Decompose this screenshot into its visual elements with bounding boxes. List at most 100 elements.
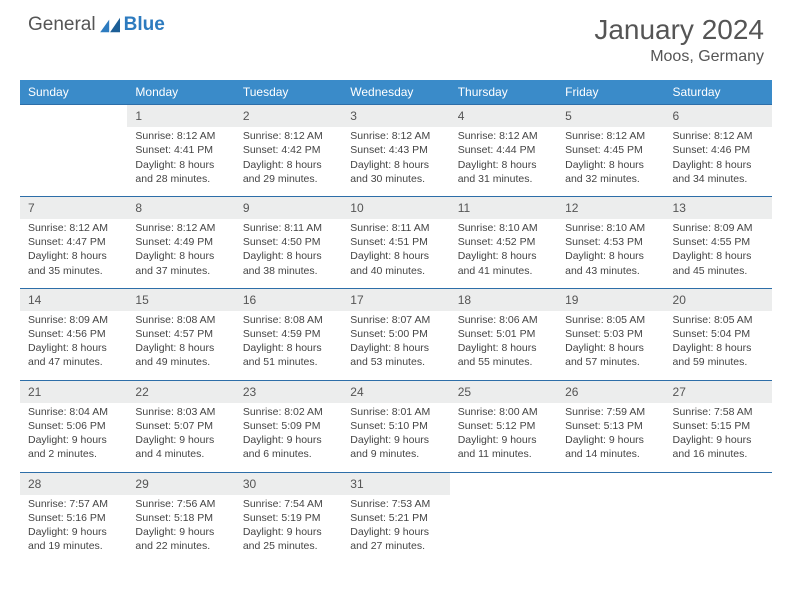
daynum: 1	[127, 105, 234, 127]
daycell: Sunrise: 7:54 AMSunset: 5:19 PMDaylight:…	[235, 495, 342, 564]
daylight-text-2: and 53 minutes.	[350, 355, 441, 369]
daycell-empty	[450, 495, 557, 553]
daycell: Sunrise: 8:10 AMSunset: 4:52 PMDaylight:…	[450, 219, 557, 288]
sunset-text: Sunset: 5:13 PM	[565, 419, 656, 433]
sunrise-text: Sunrise: 8:10 AM	[458, 221, 549, 235]
daylight-text-2: and 32 minutes.	[565, 172, 656, 186]
daynum: 20	[665, 289, 772, 311]
sunset-text: Sunset: 4:49 PM	[135, 235, 226, 249]
daylight-text-2: and 38 minutes.	[243, 264, 334, 278]
daylight-text-2: and 11 minutes.	[458, 447, 549, 461]
sunset-text: Sunset: 5:12 PM	[458, 419, 549, 433]
sunrise-text: Sunrise: 8:05 AM	[673, 313, 764, 327]
sunrise-text: Sunrise: 8:08 AM	[135, 313, 226, 327]
sunrise-text: Sunrise: 7:53 AM	[350, 497, 441, 511]
sunset-text: Sunset: 5:01 PM	[458, 327, 549, 341]
daylight-text-2: and 9 minutes.	[350, 447, 441, 461]
daylight-text-1: Daylight: 8 hours	[243, 341, 334, 355]
daynum: 26	[557, 381, 664, 403]
daynum: 31	[342, 473, 449, 495]
weekday-header: Wednesday	[342, 80, 449, 105]
daynum: 21	[20, 381, 127, 403]
daylight-text-2: and 6 minutes.	[243, 447, 334, 461]
daylight-text-2: and 51 minutes.	[243, 355, 334, 369]
daynum: 25	[450, 381, 557, 403]
daylight-text-1: Daylight: 8 hours	[350, 158, 441, 172]
daycell: Sunrise: 8:12 AMSunset: 4:46 PMDaylight:…	[665, 127, 772, 196]
daycell: Sunrise: 8:12 AMSunset: 4:43 PMDaylight:…	[342, 127, 449, 196]
daybody-row: Sunrise: 8:12 AMSunset: 4:47 PMDaylight:…	[20, 219, 772, 288]
sunrise-text: Sunrise: 8:10 AM	[565, 221, 656, 235]
sunset-text: Sunset: 5:15 PM	[673, 419, 764, 433]
daycell: Sunrise: 8:03 AMSunset: 5:07 PMDaylight:…	[127, 403, 234, 472]
logo-text-blue: Blue	[124, 14, 165, 36]
daynum: 17	[342, 289, 449, 311]
daynum: 14	[20, 289, 127, 311]
daynum: 6	[665, 105, 772, 127]
sunset-text: Sunset: 4:41 PM	[135, 143, 226, 157]
daylight-text-1: Daylight: 9 hours	[28, 433, 119, 447]
daylight-text-1: Daylight: 8 hours	[135, 249, 226, 263]
daylight-text-1: Daylight: 9 hours	[243, 433, 334, 447]
daynum-row: 123456	[20, 105, 772, 128]
daycell: Sunrise: 8:09 AMSunset: 4:56 PMDaylight:…	[20, 311, 127, 380]
sunrise-text: Sunrise: 8:12 AM	[135, 129, 226, 143]
sunrise-text: Sunrise: 8:12 AM	[350, 129, 441, 143]
sunrise-text: Sunrise: 8:12 AM	[673, 129, 764, 143]
sunrise-text: Sunrise: 7:56 AM	[135, 497, 226, 511]
daynum: 18	[450, 289, 557, 311]
daynum: 23	[235, 381, 342, 403]
sunrise-text: Sunrise: 7:57 AM	[28, 497, 119, 511]
daycell: Sunrise: 8:07 AMSunset: 5:00 PMDaylight:…	[342, 311, 449, 380]
daylight-text-1: Daylight: 8 hours	[565, 158, 656, 172]
sunset-text: Sunset: 5:06 PM	[28, 419, 119, 433]
daycell: Sunrise: 8:06 AMSunset: 5:01 PMDaylight:…	[450, 311, 557, 380]
daynum: 7	[20, 197, 127, 219]
daycell: Sunrise: 7:56 AMSunset: 5:18 PMDaylight:…	[127, 495, 234, 564]
sunrise-text: Sunrise: 8:11 AM	[243, 221, 334, 235]
weekday-header: Thursday	[450, 80, 557, 105]
daycell: Sunrise: 8:05 AMSunset: 5:03 PMDaylight:…	[557, 311, 664, 380]
sunset-text: Sunset: 4:44 PM	[458, 143, 549, 157]
sunset-text: Sunset: 4:55 PM	[673, 235, 764, 249]
daynum: 9	[235, 197, 342, 219]
daylight-text-2: and 45 minutes.	[673, 264, 764, 278]
daycell: Sunrise: 7:53 AMSunset: 5:21 PMDaylight:…	[342, 495, 449, 564]
sunset-text: Sunset: 4:59 PM	[243, 327, 334, 341]
sunset-text: Sunset: 5:16 PM	[28, 511, 119, 525]
daycell: Sunrise: 8:01 AMSunset: 5:10 PMDaylight:…	[342, 403, 449, 472]
daycell-empty	[557, 495, 664, 553]
sunrise-text: Sunrise: 8:05 AM	[565, 313, 656, 327]
daycell-empty	[20, 127, 127, 185]
sunrise-text: Sunrise: 8:12 AM	[28, 221, 119, 235]
sunrise-text: Sunrise: 8:09 AM	[673, 221, 764, 235]
daycell: Sunrise: 8:12 AMSunset: 4:45 PMDaylight:…	[557, 127, 664, 196]
daynum-row: 78910111213	[20, 196, 772, 219]
daylight-text-2: and 14 minutes.	[565, 447, 656, 461]
sunrise-text: Sunrise: 8:09 AM	[28, 313, 119, 327]
daylight-text-2: and 19 minutes.	[28, 539, 119, 553]
daynum-empty	[20, 105, 127, 111]
sunrise-text: Sunrise: 7:58 AM	[673, 405, 764, 419]
sunset-text: Sunset: 5:09 PM	[243, 419, 334, 433]
daycell: Sunrise: 8:12 AMSunset: 4:44 PMDaylight:…	[450, 127, 557, 196]
daycell: Sunrise: 8:04 AMSunset: 5:06 PMDaylight:…	[20, 403, 127, 472]
sunset-text: Sunset: 5:04 PM	[673, 327, 764, 341]
sunset-text: Sunset: 5:18 PM	[135, 511, 226, 525]
weekday-header: Monday	[127, 80, 234, 105]
daycell: Sunrise: 8:08 AMSunset: 4:59 PMDaylight:…	[235, 311, 342, 380]
daylight-text-1: Daylight: 8 hours	[565, 249, 656, 263]
daynum: 11	[450, 197, 557, 219]
daylight-text-2: and 55 minutes.	[458, 355, 549, 369]
daynum: 3	[342, 105, 449, 127]
daylight-text-1: Daylight: 9 hours	[350, 433, 441, 447]
title-block: January 2024 Moos, Germany	[594, 14, 764, 66]
daynum: 27	[665, 381, 772, 403]
daylight-text-1: Daylight: 8 hours	[458, 158, 549, 172]
daynum-empty	[450, 473, 557, 479]
sunset-text: Sunset: 5:00 PM	[350, 327, 441, 341]
daylight-text-2: and 22 minutes.	[135, 539, 226, 553]
daynum-row: 28293031	[20, 472, 772, 495]
daylight-text-2: and 40 minutes.	[350, 264, 441, 278]
sunrise-text: Sunrise: 8:12 AM	[458, 129, 549, 143]
